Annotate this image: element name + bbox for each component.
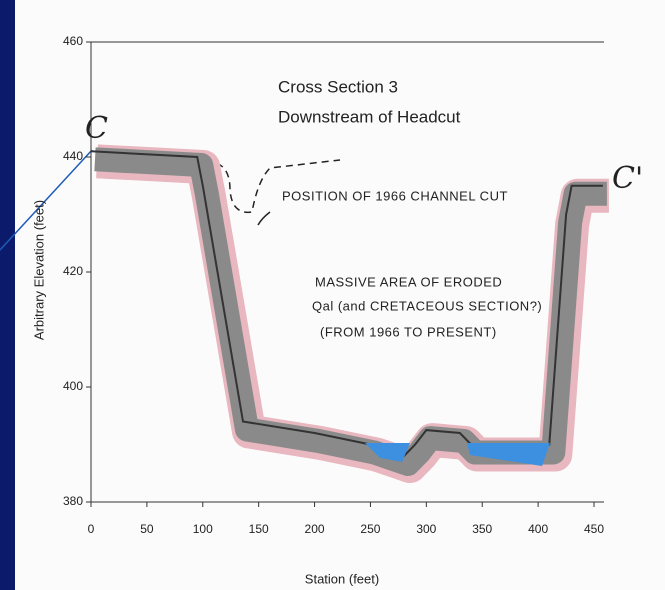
y-axis-label: Arbitrary Elevation (feet) <box>31 200 46 340</box>
chart-title: Cross Section 3 <box>278 77 398 96</box>
annotation: MASSIVE AREA OF ERODED <box>315 274 502 289</box>
annotation: C' <box>612 161 643 196</box>
x-tick-label: 100 <box>193 522 213 536</box>
y-tick-label: 380 <box>63 494 83 508</box>
water <box>365 443 410 462</box>
ground-profile <box>90 150 603 458</box>
rock-layer <box>94 147 607 476</box>
water <box>467 443 550 466</box>
x-tick-label: 400 <box>528 522 548 536</box>
plot: 380 400 420 440 460 0 50 100 150 200 250 300 350 400 4… <box>63 34 643 536</box>
x-tick-label: 0 <box>88 522 95 536</box>
annotation: (FROM 1966 TO PRESENT) <box>320 324 497 339</box>
y-tick-label: 440 <box>63 149 83 163</box>
chart-title: Downstream of Headcut <box>278 107 461 126</box>
x-tick-label: 300 <box>416 522 436 536</box>
arrow <box>257 211 271 226</box>
x-tick-label: 200 <box>305 522 325 536</box>
x-tick-label: 250 <box>360 522 380 536</box>
x-tick-label: 350 <box>472 522 492 536</box>
x-axis-label: Station (feet) <box>305 571 379 586</box>
y-tick-label: 460 <box>63 34 83 48</box>
annotation: POSITION OF 1966 CHANNEL CUT <box>282 188 508 203</box>
annotation: Qal (and CRETACEOUS SECTION?) <box>312 298 542 313</box>
x-tick-label: 50 <box>140 522 154 536</box>
x-tick-label: 450 <box>584 522 604 536</box>
annotation: C <box>85 111 108 146</box>
y-tick-label: 400 <box>63 379 83 393</box>
y-tick-label: 420 <box>63 264 83 278</box>
x-tick-label: 150 <box>249 522 269 536</box>
channel-cut-1966 <box>204 159 341 214</box>
pointer-line <box>0 149 93 251</box>
